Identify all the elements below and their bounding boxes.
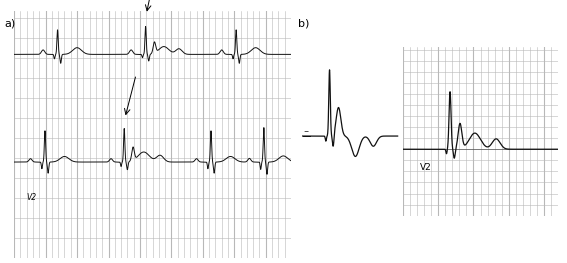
Text: a): a): [5, 18, 16, 28]
Text: V2: V2: [420, 163, 431, 172]
Text: V2: V2: [27, 193, 37, 202]
Text: −: −: [304, 128, 309, 133]
Text: b): b): [298, 18, 309, 28]
